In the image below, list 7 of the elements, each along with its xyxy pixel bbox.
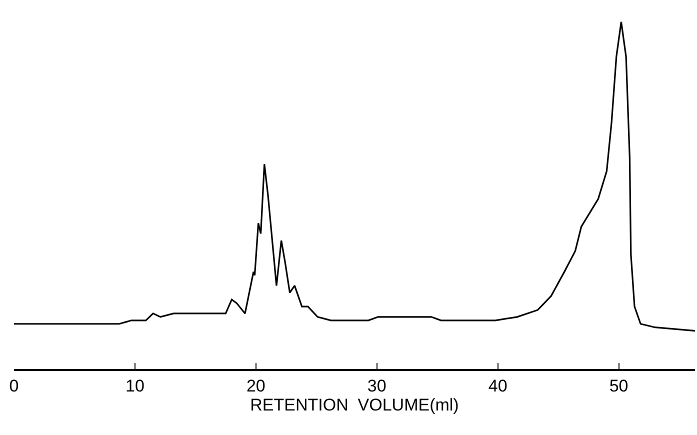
x-tick-label: 40 — [488, 376, 508, 396]
x-tick-label: 10 — [126, 376, 144, 396]
x-axis-title: RETENTION VOLUME(ml) — [250, 395, 459, 414]
x-tick-label: 0 — [9, 376, 19, 396]
x-tick-label: 50 — [609, 376, 628, 396]
x-tick-label: 30 — [367, 376, 386, 396]
x-tick-label: 20 — [246, 376, 266, 396]
